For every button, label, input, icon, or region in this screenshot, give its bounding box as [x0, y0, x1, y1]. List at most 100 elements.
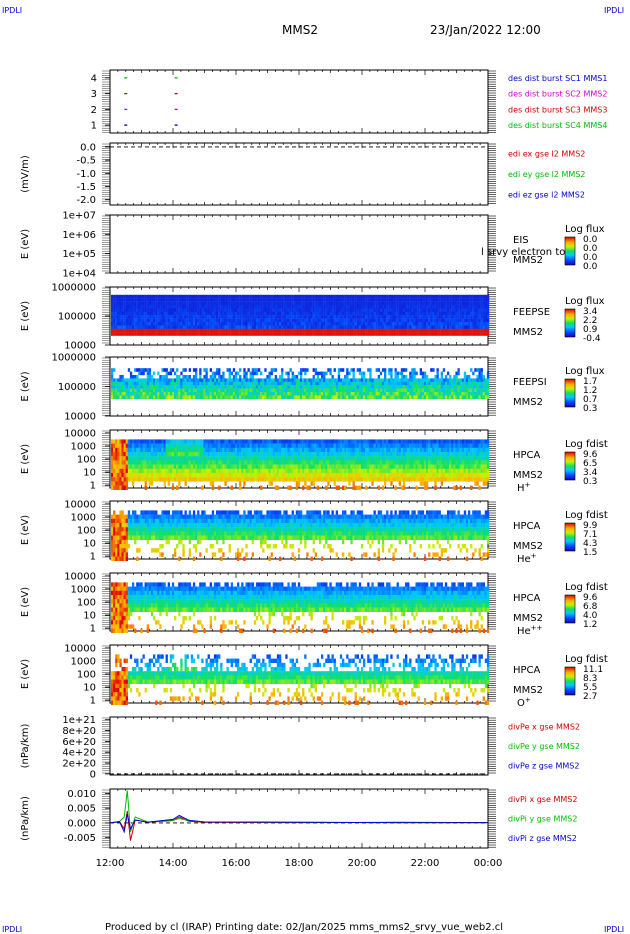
spectrogram-cell — [419, 318, 422, 323]
spectrogram-cell — [228, 395, 231, 399]
spectrogram-cell — [199, 388, 202, 393]
spectrogram-cell — [379, 308, 383, 312]
spectrogram-cell — [241, 322, 244, 326]
spectrogram-cell — [155, 298, 158, 302]
spectrogram-cell — [325, 371, 328, 376]
spectrogram-cell — [478, 385, 481, 389]
spectrogram-cell — [394, 388, 397, 393]
spectrogram-cell — [140, 368, 143, 372]
spectrogram-cell — [119, 464, 122, 469]
spectrogram-cell — [209, 315, 212, 319]
spectrogram-cell — [384, 385, 387, 389]
spectrogram-cell — [121, 392, 124, 396]
spectrogram-cell — [159, 378, 162, 382]
spectrogram-cell — [432, 301, 435, 306]
spectrogram-cell — [306, 381, 309, 386]
spectrogram-cell — [390, 311, 393, 316]
spectrogram-cell — [171, 392, 175, 396]
spectrogram-cell — [163, 381, 166, 386]
spectrogram-cell — [150, 332, 154, 336]
spectrogram-cell — [184, 468, 187, 474]
spectrogram-cell — [199, 375, 202, 379]
spectrogram-cell — [132, 318, 135, 323]
spectrogram-cell — [344, 385, 347, 389]
spectrogram-cell — [188, 298, 191, 302]
spectrogram-cell — [169, 388, 173, 393]
spectrogram-cell — [245, 301, 248, 306]
spectrogram-cell — [188, 322, 191, 326]
spectrogram-cell — [306, 378, 309, 382]
spectrogram-cell — [123, 332, 126, 336]
colorbar-title: Log flux — [565, 296, 605, 307]
spectrogram-cell — [192, 298, 196, 302]
spectrogram-cell — [180, 325, 183, 329]
spectrogram-cell — [129, 371, 133, 376]
spectrogram-cell — [430, 315, 433, 319]
spectrogram-cell — [304, 332, 307, 336]
spectrogram-cell — [195, 452, 198, 457]
spectrogram-cell — [407, 395, 410, 399]
spectrogram-cell — [348, 325, 351, 329]
spectrogram-cell — [165, 311, 168, 316]
spectrogram-cell — [428, 325, 431, 329]
spectrogram-cell — [457, 298, 460, 302]
spectrogram-cell — [426, 301, 429, 306]
spectrogram-cell — [125, 468, 128, 474]
spectrogram-cell — [266, 388, 269, 393]
spectrogram-cell — [348, 328, 351, 333]
spectrogram-cell — [335, 332, 338, 336]
spectrogram-cell — [289, 308, 292, 312]
spectrogram-cell — [356, 381, 359, 386]
spectrogram-cell — [136, 328, 139, 333]
spectrogram-cell — [342, 385, 345, 389]
spectrogram-cell — [161, 378, 164, 382]
spectrogram-cell — [119, 378, 122, 382]
spectrogram-cell — [369, 328, 372, 333]
spectrogram-cell — [253, 332, 257, 336]
spectrogram-cell — [119, 477, 122, 482]
spectrogram-cell — [192, 464, 196, 469]
spectrogram-cell — [178, 294, 181, 299]
spectrogram-cell — [318, 395, 322, 399]
spectrogram-cell — [178, 395, 181, 399]
spectrogram-cell — [245, 318, 248, 323]
spectrogram-cell — [255, 311, 259, 316]
y-tick-label: 2 — [91, 105, 97, 116]
spectrogram-cell — [161, 381, 164, 386]
spectrogram-cell — [161, 388, 164, 393]
spectrogram-cell — [295, 305, 299, 309]
spectrogram-cell — [132, 294, 135, 299]
spectrogram-cell — [339, 381, 343, 386]
spectrogram-cell — [180, 385, 183, 389]
spectrogram-cell — [127, 443, 131, 448]
spectrogram-cell — [199, 460, 202, 465]
spectrogram-cell — [287, 322, 290, 326]
spectrogram-cell — [409, 375, 412, 379]
spectrogram-cell — [268, 332, 271, 336]
spectrogram-cell — [174, 325, 177, 329]
spectrogram-cell — [379, 311, 383, 316]
spectrogram-cell — [190, 305, 194, 309]
spectrogram-cell — [384, 301, 387, 306]
spectrogram-cell — [432, 385, 435, 389]
spectrogram-cell — [369, 332, 372, 336]
spectrogram-cell — [394, 332, 397, 336]
spectrogram-cell — [472, 332, 475, 336]
spectrogram-cell — [325, 378, 328, 382]
spectrogram-cell — [138, 395, 141, 399]
spectrogram-cell — [327, 385, 330, 389]
spectrogram-cell — [321, 294, 324, 299]
spectrogram-cell — [352, 318, 355, 323]
spectrogram-cell — [205, 388, 208, 393]
spectrogram-cell — [115, 385, 118, 389]
spectrogram-cell — [142, 439, 145, 444]
spectrogram-cell — [119, 385, 122, 389]
spectrogram-cell — [484, 378, 488, 382]
spectrogram-cell — [474, 305, 477, 309]
spectrogram-cell — [470, 388, 473, 393]
spectrogram-cell — [457, 328, 460, 333]
spectrogram-cell — [371, 381, 374, 386]
spectrogram-cell — [245, 371, 248, 376]
spectrogram-cell — [363, 395, 366, 399]
spectrogram-cell — [402, 395, 406, 399]
